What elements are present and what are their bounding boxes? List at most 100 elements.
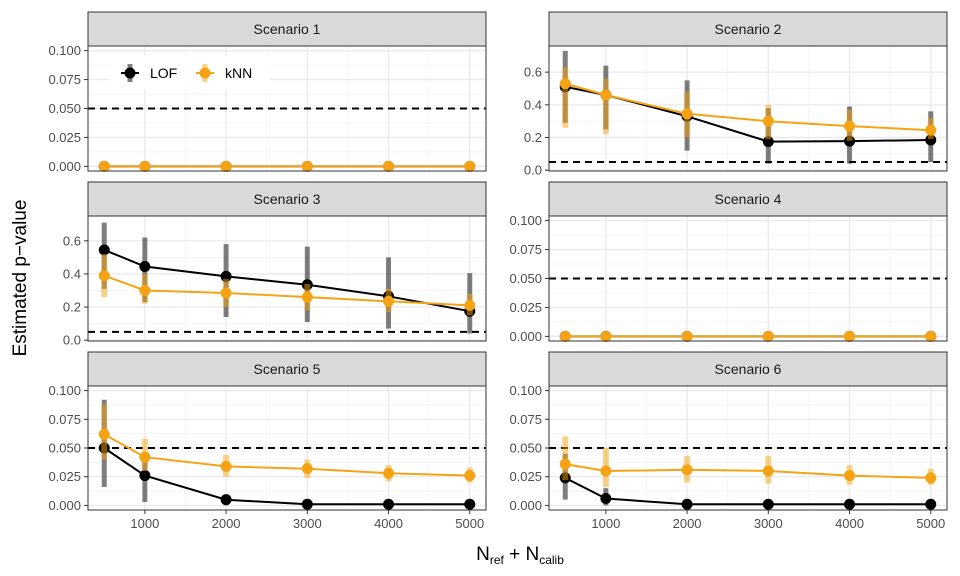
facet-strip — [87, 11, 487, 47]
facet-panel: Scenario 1 0.000 0.025 0.050 0.075 0.100 LOF kN… — [48, 11, 487, 174]
x-tick-label: 2000 — [212, 516, 241, 531]
y-tick-label: 0.025 — [509, 300, 542, 315]
data-point — [925, 472, 937, 484]
y-tick-label: 0.4 — [524, 97, 542, 112]
facet-strip-title: Scenario 4 — [715, 191, 782, 207]
y-tick-label: 0.000 — [48, 498, 81, 513]
y-tick-label: 0.100 — [509, 213, 542, 228]
data-point — [681, 464, 693, 476]
facet-strip — [87, 181, 487, 217]
panel-border — [548, 45, 948, 172]
x-tick-label: 4000 — [835, 516, 864, 531]
y-tick-label: 0.0 — [524, 163, 542, 178]
panel-border — [548, 215, 948, 342]
series-knn — [98, 160, 476, 172]
series-line — [103, 248, 470, 313]
data-point — [844, 470, 856, 482]
x-axis-title: Nref + Ncalib — [476, 544, 564, 567]
data-point — [220, 160, 232, 172]
data-point — [98, 244, 110, 256]
legend-label: kNN — [225, 65, 252, 81]
data-point — [762, 330, 774, 342]
x-axis-title-plus: + N — [504, 544, 539, 565]
x-tick-label: 2000 — [673, 516, 702, 531]
data-point — [383, 160, 395, 172]
facet-strip — [87, 351, 487, 387]
data-point — [559, 330, 571, 342]
facet-panel: Scenario 4 0.000 0.025 0.050 0.075 0.100 — [509, 181, 948, 344]
y-tick-label: 0.2 — [524, 130, 542, 145]
facet-panel: Scenario 6 0.000 0.025 0.050 0.075 0.100 1000 2… — [509, 351, 948, 531]
y-tick-label: 0.6 — [63, 233, 81, 248]
y-tick-label: 0.075 — [48, 412, 81, 427]
facet-strip — [548, 351, 948, 387]
series-knn — [98, 254, 476, 316]
data-point — [139, 451, 151, 463]
data-point — [464, 470, 476, 482]
data-point — [98, 270, 110, 282]
x-axis-title-main: N — [476, 544, 490, 565]
legend-key-point — [199, 67, 211, 79]
panel-background — [549, 46, 947, 171]
data-point — [301, 463, 313, 475]
facet-strip-title: Scenario 5 — [254, 361, 321, 377]
series-line — [564, 477, 931, 506]
series-knn — [559, 330, 937, 342]
legend-key-point — [124, 67, 136, 79]
x-axis-title-sub-calib: calib — [539, 553, 564, 567]
data-point — [464, 160, 476, 172]
data-point — [762, 465, 774, 477]
data-point — [844, 330, 856, 342]
data-point — [464, 299, 476, 311]
facet-panel: Scenario 3 0.0 0.2 0.4 0.6 — [63, 181, 487, 348]
y-tick-label: 0.100 — [509, 383, 542, 398]
data-point — [464, 498, 476, 510]
data-point — [925, 498, 937, 510]
data-point — [383, 498, 395, 510]
data-point — [762, 115, 774, 127]
panel-border — [87, 45, 487, 172]
series-line — [103, 447, 470, 506]
facet-strip-title: Scenario 1 — [254, 21, 321, 37]
data-point — [925, 330, 937, 342]
series-knn — [98, 404, 476, 483]
x-tick-label: 3000 — [293, 516, 322, 531]
data-point — [98, 428, 110, 440]
facet-strip-title: Scenario 3 — [254, 191, 321, 207]
x-tick-label: 3000 — [754, 516, 783, 531]
data-point — [139, 470, 151, 482]
x-axis-title-sub-ref: ref — [490, 553, 505, 567]
panel-border — [87, 385, 487, 511]
data-point — [600, 330, 612, 342]
y-tick-label: 0.050 — [48, 101, 81, 116]
data-point — [559, 458, 571, 470]
data-point — [301, 291, 313, 303]
facet-strip — [548, 11, 948, 47]
y-tick-label: 0.000 — [48, 159, 81, 174]
panel-background — [88, 216, 486, 341]
x-tick-label: 1000 — [591, 516, 620, 531]
series-line — [565, 463, 931, 479]
data-point — [383, 467, 395, 479]
y-tick-label: 0.075 — [48, 72, 81, 87]
series-line — [103, 274, 470, 307]
x-tick-label: 4000 — [374, 516, 403, 531]
y-tick-label: 0.0 — [63, 333, 81, 348]
facet-panel: Scenario 2 0.0 0.2 0.4 0.6 — [524, 11, 948, 178]
panel-border — [87, 215, 487, 342]
data-point — [600, 465, 612, 477]
data-point — [139, 260, 151, 272]
panel-border — [548, 385, 948, 511]
x-tick-label: 5000 — [916, 516, 945, 531]
y-tick-label: 0.050 — [509, 271, 542, 286]
data-point — [844, 120, 856, 132]
data-point — [600, 89, 612, 101]
data-point — [220, 494, 232, 506]
y-tick-label: 0.075 — [509, 412, 542, 427]
data-point — [600, 493, 612, 505]
y-tick-label: 0.075 — [509, 242, 542, 257]
y-tick-label: 0.4 — [63, 266, 81, 281]
x-tick-label: 5000 — [455, 516, 484, 531]
facet-strip-title: Scenario 6 — [715, 361, 782, 377]
